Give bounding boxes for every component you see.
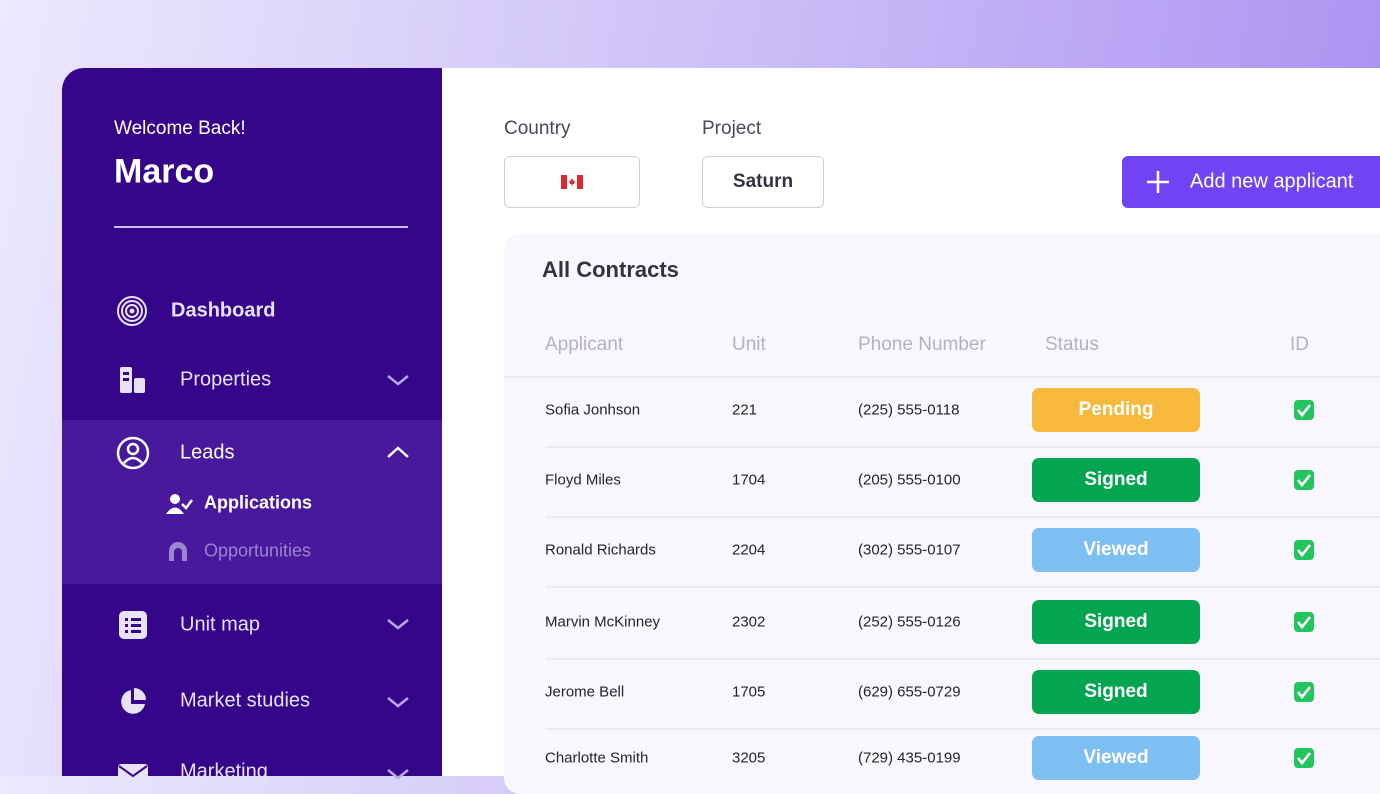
chevron-down[interactable]	[386, 616, 410, 632]
menu-item[interactable]: Dashboard	[171, 299, 276, 322]
project-select[interactable]: Saturn	[702, 156, 824, 208]
menu-item[interactable]: Leads	[180, 441, 235, 464]
row-divider	[546, 516, 1380, 518]
status-badge: Signed	[1032, 458, 1200, 502]
applicant-name: Jerome Bell	[545, 683, 625, 701]
applications-icon	[166, 494, 193, 514]
phone-number: (252) 555-0126	[858, 613, 961, 631]
button-label: Add new applicant	[1190, 170, 1354, 193]
add-applicant-button[interactable]: Add new applicant	[1122, 156, 1380, 208]
status-badge: Signed	[1032, 670, 1200, 714]
status-badge: Signed	[1032, 600, 1200, 644]
properties-icon	[120, 367, 145, 393]
phone-number: (225) 555-0118	[858, 401, 960, 419]
row-divider	[546, 446, 1380, 448]
check-icon	[1296, 686, 1312, 700]
column-header: Applicant	[545, 334, 624, 355]
plus-icon	[1147, 171, 1169, 193]
applicant-name: Charlotte Smith	[545, 749, 649, 767]
id-check	[1294, 470, 1314, 490]
unit: 2302	[732, 613, 766, 631]
phone-number: (629) 655-0729	[858, 683, 961, 701]
unit: 1704	[732, 471, 766, 489]
canada-flag	[561, 175, 583, 189]
id-check	[1294, 540, 1314, 560]
chevron-down[interactable]	[386, 372, 410, 388]
column-header: Unit	[732, 334, 766, 355]
phone-number: (729) 435-0199	[858, 749, 961, 767]
check-icon	[1296, 404, 1312, 418]
check-icon	[1296, 752, 1312, 766]
status-badge: Pending	[1032, 388, 1200, 432]
submenu-item[interactable]: Applications	[204, 492, 313, 513]
column-header: Phone Number	[858, 334, 986, 355]
id-check	[1294, 682, 1314, 702]
menu-item[interactable]: Marketing	[180, 760, 268, 783]
status-badge: Viewed	[1032, 528, 1200, 572]
menu-item[interactable]: Market studies	[180, 689, 311, 712]
chevron-up[interactable]	[386, 444, 410, 460]
user-name: Marco	[114, 152, 215, 191]
country-select[interactable]	[504, 156, 640, 208]
greeting: Welcome Back!	[114, 118, 246, 139]
menu-item[interactable]: Properties	[180, 368, 272, 391]
marketing-icon	[118, 764, 148, 786]
divider	[114, 226, 408, 228]
row-divider	[546, 658, 1380, 660]
unit: 221	[732, 401, 758, 419]
phone-number: (302) 555-0107	[858, 541, 961, 559]
unit-map-icon	[119, 611, 147, 639]
check-icon	[1296, 544, 1312, 558]
unit: 2204	[732, 541, 766, 559]
submenu-item[interactable]: Opportunities	[204, 540, 312, 561]
status-badge: Viewed	[1032, 736, 1200, 780]
check-icon	[1296, 474, 1312, 488]
id-check	[1294, 612, 1314, 632]
chevron-down[interactable]	[386, 694, 410, 710]
phone-number: (205) 555-0100	[858, 471, 961, 489]
id-check	[1294, 400, 1314, 420]
applicant-name: Floyd Miles	[545, 471, 621, 489]
row-divider	[546, 586, 1380, 588]
filter-label: Project	[702, 118, 762, 139]
contracts-table	[504, 234, 1380, 794]
leads-icon	[116, 436, 150, 470]
applicant-name: Ronald Richards	[545, 541, 656, 559]
row-divider	[504, 376, 1380, 378]
table-title: All Contracts	[542, 257, 679, 282]
leads-section	[62, 420, 442, 584]
filter-label: Country	[504, 118, 571, 139]
applicant-name: Marvin McKinney	[545, 613, 661, 631]
menu-item[interactable]: Unit map	[180, 613, 261, 636]
check-icon	[1296, 616, 1312, 630]
dashboard-icon	[117, 296, 147, 326]
id-check	[1294, 748, 1314, 768]
opportunities-icon	[169, 542, 187, 561]
market-studies-icon	[121, 688, 146, 714]
project-value: Saturn	[732, 171, 794, 192]
unit: 3205	[732, 749, 766, 767]
column-header: Status	[1045, 334, 1099, 355]
column-header: ID	[1290, 334, 1309, 355]
unit: 1705	[732, 683, 766, 701]
row-divider	[546, 728, 1380, 730]
chevron-down[interactable]	[386, 766, 410, 782]
applicant-name: Sofia Jonhson	[545, 401, 641, 419]
